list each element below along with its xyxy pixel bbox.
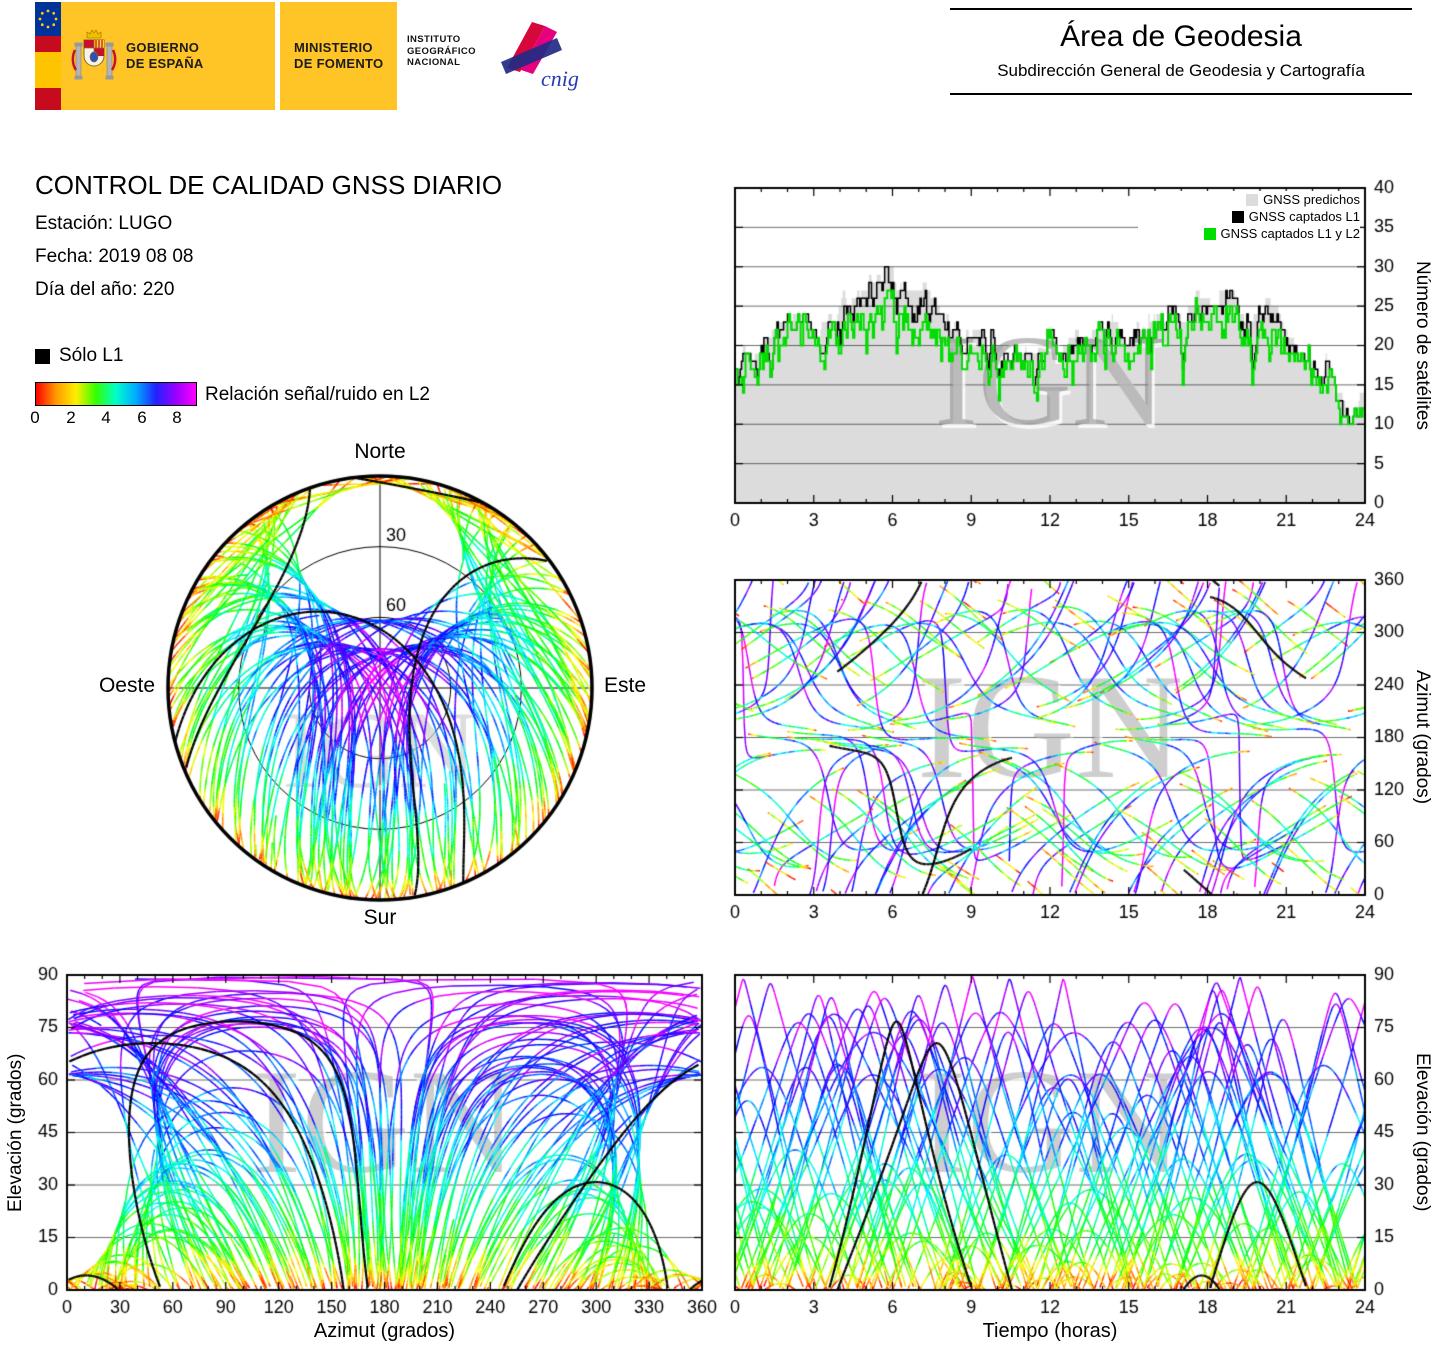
- sat-count-ylabel: Número de satélites: [1412, 261, 1433, 430]
- elevation-time-chart: [705, 962, 1415, 1327]
- l1-swatch: [35, 348, 50, 364]
- elevation-time-ylabel: Elevación (grados): [1412, 1053, 1433, 1212]
- snr-colorbar: [35, 382, 197, 406]
- snr-colorbar-ticks: 0 2 4 6 8: [30, 408, 205, 430]
- gobierno-line2: DE ESPAÑA: [126, 56, 204, 71]
- ign-institute-label: INSTITUTO GEOGRÁFICO NACIONAL: [407, 34, 476, 69]
- sat-count-legend: GNSS predichos GNSS captados L1 GNSS cap…: [1138, 191, 1360, 242]
- date-label: Fecha: 2019 08 08: [35, 246, 194, 267]
- geodesia-subtitle: Subdirección General de Geodesia y Carto…: [997, 61, 1365, 80]
- geodesia-title: Área de Geodesia: [1060, 20, 1302, 53]
- station-label: Estación: LUGO: [35, 213, 173, 234]
- geodesia-header: Área de Geodesia Subdirección General de…: [950, 8, 1412, 95]
- ign-line2: GEOGRÁFICO: [407, 45, 476, 57]
- coat-of-arms-icon: [71, 29, 117, 80]
- predichos-label: GNSS predichos: [1263, 192, 1360, 207]
- ministerio-line1: MINISTERIO: [294, 40, 373, 55]
- skyplot-canvas: [120, 432, 650, 962]
- colorbar-tick: 0: [30, 408, 40, 427]
- elevation-azimuth-chart: [35, 962, 735, 1327]
- spain-eu-flag-strip: [35, 2, 61, 110]
- skyplot-label-east: Este: [604, 674, 647, 697]
- cnig-wordmark: cnig: [541, 66, 579, 91]
- captados-l1l2-swatch: [1203, 227, 1216, 240]
- predichos-swatch: [1246, 193, 1259, 206]
- colorbar-tick: 2: [66, 408, 76, 427]
- report-title: CONTROL DE CALIDAD GNSS DIARIO: [35, 170, 503, 200]
- azimuth-ylabel: Azimut (grados): [1412, 670, 1433, 805]
- legend-row-predichos: GNSS predichos: [1138, 191, 1360, 208]
- colorbar-tick: 6: [137, 408, 147, 427]
- gobierno-box: GOBIERNO DE ESPAÑA: [61, 2, 275, 110]
- cnig-logo: cnig: [501, 22, 579, 91]
- ministerio-line2: DE FOMENTO: [294, 56, 384, 71]
- ministerio-box: MINISTERIO DE FOMENTO: [280, 2, 397, 110]
- skyplot-label-west: Oeste: [98, 674, 155, 697]
- azimuth-xlabel: Azimut (grados): [313, 1320, 456, 1342]
- gobierno-line1: GOBIERNO: [126, 40, 200, 55]
- gobierno-label: GOBIERNO DE ESPAÑA: [126, 40, 204, 72]
- ign-line1: INSTITUTO: [407, 34, 461, 45]
- skyplot-label-south: Sur: [363, 906, 397, 929]
- l1-label: Sólo L1: [59, 345, 124, 366]
- time-xlabel: Tiempo (horas): [982, 1320, 1118, 1342]
- ign-line3: NACIONAL: [407, 57, 461, 68]
- captados-l1-label: GNSS captados L1: [1248, 209, 1360, 224]
- colorbar-tick: 8: [172, 408, 182, 427]
- ministerio-label: MINISTERIO DE FOMENTO: [294, 40, 383, 72]
- captados-l1l2-label: GNSS captados L1 y L2: [1220, 226, 1360, 241]
- elevation-az-ylabel: Elevación (grados): [5, 1053, 26, 1212]
- legend-row-captados-l1: GNSS captados L1: [1138, 208, 1360, 225]
- azimuth-time-chart: [705, 567, 1415, 932]
- gov-banner: GOBIERNO DE ESPAÑA MINISTERIO DE FOMENTO…: [35, 2, 595, 110]
- colorbar-tick: 4: [101, 408, 111, 427]
- captados-l1-swatch: [1231, 210, 1244, 223]
- legend-row-captados-l1l2: GNSS captados L1 y L2: [1138, 225, 1360, 242]
- skyplot-label-north: Norte: [354, 440, 406, 463]
- snr-colorbar-label: Relación señal/ruido en L2: [205, 384, 430, 405]
- l1-legend: Sólo L1: [35, 345, 123, 367]
- doy-label: Día del año: 220: [35, 279, 175, 300]
